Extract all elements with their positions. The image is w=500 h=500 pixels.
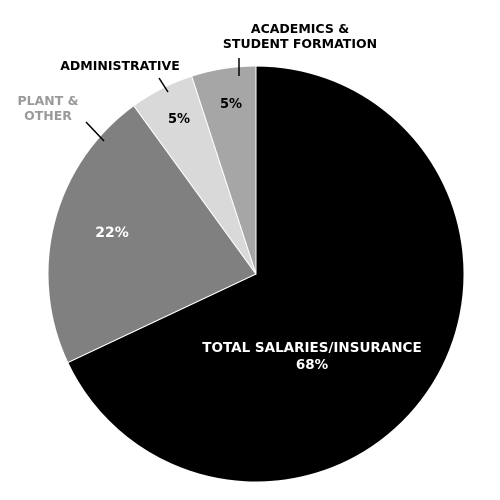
- leader-line-1: [85, 121, 105, 142]
- slice-inside-label-1: 22%: [95, 225, 129, 241]
- slice-outside-label-2: ADMINISTRATIVE: [60, 58, 180, 73]
- pie-slice-3: [191, 65, 257, 275]
- slice-outside-label-3: ACADEMICS & STUDENT FORMATION: [223, 21, 377, 51]
- pie-slice-0: [67, 65, 465, 483]
- slice-outside-label-1: PLANT & OTHER: [17, 93, 78, 123]
- leader-line-2: [158, 77, 169, 93]
- slice-inside-label-2: 5%: [168, 112, 190, 127]
- slice-inside-label-3: 5%: [220, 97, 242, 112]
- pie-slices: [47, 65, 465, 483]
- slice-inside-label-0: TOTAL SALARIES/INSURANCE 68%: [202, 340, 421, 373]
- pie-slice-1: [47, 105, 257, 364]
